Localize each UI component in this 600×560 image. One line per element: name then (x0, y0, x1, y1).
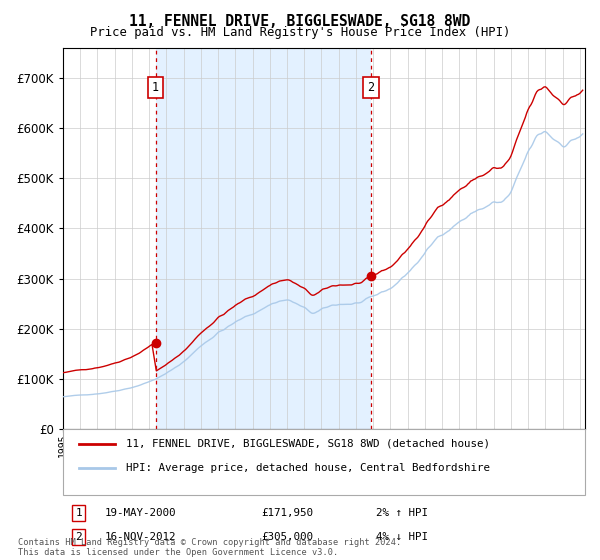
Text: £171,950: £171,950 (262, 508, 313, 518)
Text: 19-MAY-2000: 19-MAY-2000 (105, 508, 176, 518)
Text: 2: 2 (367, 81, 374, 94)
Text: 1: 1 (75, 508, 82, 518)
Text: £305,000: £305,000 (262, 532, 313, 542)
Text: 16-NOV-2012: 16-NOV-2012 (105, 532, 176, 542)
Text: 4% ↓ HPI: 4% ↓ HPI (376, 532, 428, 542)
Text: 11, FENNEL DRIVE, BIGGLESWADE, SG18 8WD (detached house): 11, FENNEL DRIVE, BIGGLESWADE, SG18 8WD … (125, 439, 490, 449)
Text: 11, FENNEL DRIVE, BIGGLESWADE, SG18 8WD: 11, FENNEL DRIVE, BIGGLESWADE, SG18 8WD (130, 14, 470, 29)
Text: 1: 1 (152, 81, 159, 94)
Text: 2: 2 (75, 532, 82, 542)
Text: 2% ↑ HPI: 2% ↑ HPI (376, 508, 428, 518)
FancyBboxPatch shape (63, 430, 585, 495)
Bar (155, 48, 371, 430)
Text: Price paid vs. HM Land Registry's House Price Index (HPI): Price paid vs. HM Land Registry's House … (90, 26, 510, 39)
Text: Contains HM Land Registry data © Crown copyright and database right 2024.
This d: Contains HM Land Registry data © Crown c… (18, 538, 401, 557)
Text: HPI: Average price, detached house, Central Bedfordshire: HPI: Average price, detached house, Cent… (125, 463, 490, 473)
